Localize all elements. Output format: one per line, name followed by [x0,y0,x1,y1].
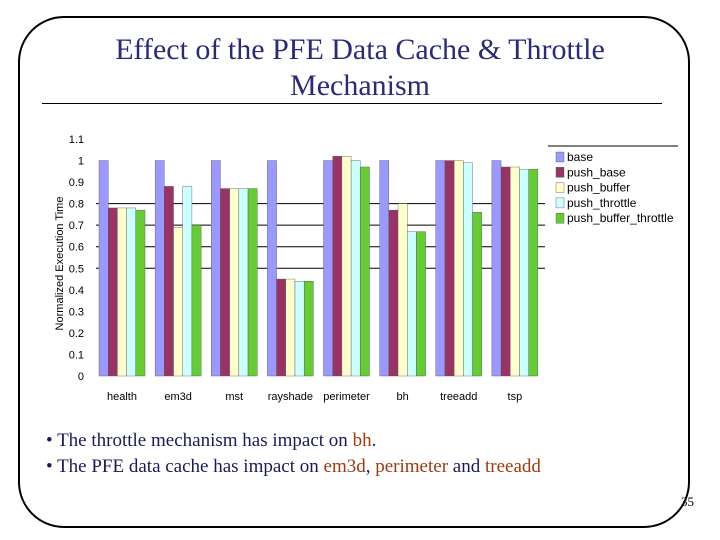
legend-label-push-base: push_base [567,165,626,179]
bar-perimeter-push-buffer-throttle [360,166,370,377]
legend-label-base: base [567,150,593,164]
y-tick-label: 0.7 [69,220,84,232]
y-axis-label: Normalized Execution Time [54,197,66,331]
legend-swatch-push-throttle [555,197,565,209]
bar-rayshade-push-base [276,278,286,377]
bullet-2-highlight-em3d: em3d [323,456,366,477]
bar-em3d-push-buffer-throttle [191,224,202,377]
bullet-1-text-end: . [371,430,377,451]
title-divider [42,103,662,104]
bar-treeadd-push-throttle [463,162,473,377]
bar-treeadd-push-base [444,160,455,377]
bar-rayshade-push-buffer [285,278,296,377]
bullet-2: • The PFE data cache has impact on em3d,… [46,454,696,480]
bar-tsp-push-throttle [519,168,529,377]
bar-health-push-buffer-throttle [135,209,146,377]
bullet-1-text: The throttle mechanism has impact on [57,430,353,451]
y-tick-label: 1 [78,156,84,168]
x-tick-label: em3d [164,391,192,403]
y-tick-label: 0.2 [69,328,84,340]
x-tick-label: tsp [508,391,523,403]
legend-swatch-base [555,151,565,163]
bar-perimeter-base [323,160,333,377]
bar-treeadd-push-buffer [453,160,464,377]
legend-label-push-buffer-throttle: push_buffer_throttle [567,211,674,225]
bullet-1-highlight-bh: bh [352,430,372,451]
bar-health-push-base [107,207,118,377]
bar-bh-push-buffer [397,203,408,377]
bar-bh-push-throttle [407,231,417,377]
bar-bh-base [379,160,390,377]
bar-em3d-push-buffer [173,227,183,377]
bar-bh-push-base [388,209,399,377]
bullet-2-comma: , [365,456,376,477]
legend-label-push-buffer: push_buffer [567,181,630,195]
bullet-2-and: and [448,456,485,477]
y-tick-label: 0.9 [69,177,84,189]
bar-tsp-base [491,160,502,377]
bar-rayshade-base [267,160,277,377]
y-tick-label: 0.8 [69,199,84,211]
bar-mst-push-throttle [238,188,249,377]
bar-tsp-push-base [500,166,511,377]
bar-perimeter-push-buffer [341,156,352,377]
bar-mst-push-buffer-throttle [247,188,258,377]
bullet-list: • The throttle mechanism has impact on b… [46,428,696,480]
bar-rayshade-push-buffer-throttle [303,281,314,377]
bar-mst-push-base [220,188,230,377]
y-tick-label: 0.6 [69,242,84,254]
bullet-2-highlight-treeadd: treeadd [484,456,541,477]
bar-perimeter-push-throttle [350,160,361,377]
y-tick-label: 0.5 [69,263,84,275]
slide-title: Effect of the PFE Data Cache & Throttle … [115,33,605,102]
x-tick-label: treeadd [440,391,477,403]
bullet-2-text: The PFE data cache has impact on [57,456,324,477]
bar-bh-push-buffer-throttle [416,231,426,377]
page-number: 35 [681,494,694,509]
bullet-marker: • [46,430,53,451]
y-tick-label: 0.4 [69,285,84,297]
bullet-marker: • [46,456,53,477]
bar-em3d-push-throttle [182,186,193,377]
x-tick-label: rayshade [268,391,313,403]
bar-health-push-throttle [126,207,136,377]
bar-rayshade-push-throttle [294,281,305,377]
legend-swatch-push-buffer-throttle [555,212,565,224]
y-tick-label: 1.1 [69,134,84,146]
bar-em3d-push-base [164,186,174,377]
legend-swatch-push-base [555,167,565,178]
bullet-2-highlight-perimeter: perimeter [375,456,449,477]
bar-perimeter-push-base [332,156,343,377]
x-tick-label: health [107,391,137,403]
y-tick-label: 0.1 [69,349,84,361]
legend-swatch-push-buffer [555,182,565,193]
bar-mst-base [211,160,221,377]
bar-mst-push-buffer [229,188,240,377]
x-tick-label: perimeter [323,391,370,403]
bar-tsp-push-buffer [510,166,520,377]
x-tick-label: mst [225,391,243,403]
slide-frame [18,16,690,528]
bar-em3d-base [154,160,165,377]
y-tick-label: 0.3 [69,306,84,318]
y-tick-label: 0 [78,371,84,383]
x-tick-label: bh [397,391,409,403]
bar-treeadd-push-buffer-throttle [472,212,482,377]
bar-health-base [98,160,109,377]
bar-tsp-push-buffer-throttle [528,168,539,377]
legend-label-push-throttle: push_throttle [567,196,637,210]
bar-health-push-buffer [117,207,127,377]
bar-treeadd-base [435,160,446,377]
bullet-1: • The throttle mechanism has impact on b… [46,428,696,454]
